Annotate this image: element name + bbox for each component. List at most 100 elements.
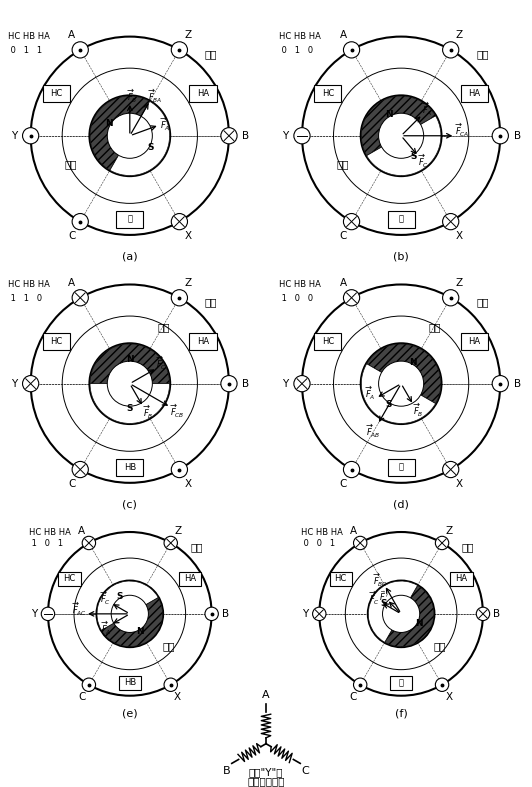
Text: 定子: 定子	[476, 297, 488, 308]
Text: 定子: 定子	[205, 297, 217, 308]
Circle shape	[107, 113, 152, 158]
Wedge shape	[361, 364, 436, 423]
Text: 0   1   1: 0 1 1	[8, 46, 42, 54]
Text: (e): (e)	[122, 708, 138, 719]
Text: $\overrightarrow{F}_{A}$: $\overrightarrow{F}_{A}$	[365, 386, 376, 402]
FancyBboxPatch shape	[461, 333, 488, 350]
Circle shape	[361, 343, 442, 424]
Text: N: N	[126, 355, 134, 364]
Wedge shape	[102, 597, 163, 647]
Text: $\overrightarrow{F}_{B}$: $\overrightarrow{F}_{B}$	[413, 402, 423, 419]
Text: HC: HC	[322, 337, 334, 346]
Circle shape	[221, 127, 237, 144]
Text: (b): (b)	[393, 251, 409, 261]
Text: N: N	[136, 626, 144, 636]
Circle shape	[171, 461, 187, 478]
Text: 绕组连接方式: 绕组连接方式	[247, 776, 285, 786]
Text: A: A	[68, 30, 76, 40]
Circle shape	[443, 461, 459, 478]
Text: Y: Y	[302, 609, 309, 619]
Text: Y: Y	[31, 609, 37, 619]
Circle shape	[294, 375, 310, 392]
Circle shape	[443, 42, 459, 58]
Text: HC: HC	[63, 575, 76, 583]
Circle shape	[82, 536, 96, 549]
Text: HC: HC	[335, 575, 347, 583]
Wedge shape	[110, 102, 170, 176]
Text: HB: HB	[123, 463, 136, 471]
Circle shape	[72, 461, 88, 478]
Text: (d): (d)	[393, 499, 409, 509]
Circle shape	[353, 678, 367, 692]
Circle shape	[111, 595, 148, 633]
Text: $\overrightarrow{F}_{CB}$: $\overrightarrow{F}_{CB}$	[170, 403, 185, 420]
Text: A: A	[339, 30, 347, 40]
Text: Z: Z	[445, 526, 453, 536]
Circle shape	[379, 361, 423, 406]
Circle shape	[171, 213, 187, 230]
Text: HC: HC	[51, 89, 63, 98]
Text: Z: Z	[184, 30, 192, 40]
Text: HA: HA	[468, 337, 480, 346]
Text: 定子: 定子	[462, 542, 475, 552]
Text: $\overrightarrow{F}_{A}$: $\overrightarrow{F}_{A}$	[422, 102, 433, 118]
Text: 转子: 转子	[429, 323, 441, 332]
Text: 里: 里	[127, 215, 132, 224]
Text: HC HB HA: HC HB HA	[279, 32, 321, 41]
Text: X: X	[455, 479, 463, 490]
Circle shape	[361, 95, 442, 176]
Circle shape	[72, 290, 88, 306]
Text: (c): (c)	[122, 499, 137, 509]
Text: 转子: 转子	[157, 323, 170, 332]
Text: HA: HA	[197, 89, 209, 98]
Circle shape	[89, 343, 170, 424]
Text: HC HB HA: HC HB HA	[279, 280, 321, 289]
Wedge shape	[90, 96, 149, 170]
Text: $\overrightarrow{F}_{C}$: $\overrightarrow{F}_{C}$	[418, 153, 428, 169]
Circle shape	[96, 580, 163, 648]
Circle shape	[435, 678, 449, 692]
Wedge shape	[367, 116, 441, 176]
Text: C: C	[68, 479, 76, 490]
Circle shape	[313, 607, 326, 621]
Text: 转子: 转子	[163, 641, 175, 652]
Text: $\overrightarrow{F}_{AB}$: $\overrightarrow{F}_{AB}$	[365, 423, 380, 440]
Circle shape	[492, 127, 509, 144]
Circle shape	[72, 42, 88, 58]
Text: C: C	[339, 231, 347, 242]
Text: Z: Z	[184, 278, 192, 288]
Text: (f): (f)	[395, 708, 408, 719]
Text: S: S	[117, 592, 123, 601]
Text: X: X	[184, 479, 192, 490]
Text: Z: Z	[455, 278, 463, 288]
Text: $\overrightarrow{F}_{A}$: $\overrightarrow{F}_{A}$	[101, 620, 111, 637]
Text: 1   0   1: 1 0 1	[29, 538, 63, 548]
Text: B: B	[242, 131, 250, 141]
Circle shape	[344, 42, 360, 58]
Text: HC: HC	[322, 89, 334, 98]
Text: 定子: 定子	[190, 542, 203, 552]
Text: HA: HA	[468, 89, 480, 98]
Circle shape	[435, 536, 449, 549]
Circle shape	[379, 113, 423, 158]
Text: X: X	[455, 231, 463, 242]
Text: 定子: 定子	[476, 50, 488, 60]
Text: 转子: 转子	[434, 641, 446, 652]
FancyBboxPatch shape	[189, 85, 217, 102]
Circle shape	[443, 213, 459, 230]
Text: HC HB HA: HC HB HA	[8, 32, 50, 41]
Circle shape	[41, 607, 55, 621]
Text: N: N	[410, 358, 417, 367]
Circle shape	[164, 678, 178, 692]
Text: C: C	[302, 767, 309, 776]
Circle shape	[379, 361, 423, 406]
Text: HA: HA	[455, 575, 468, 583]
Text: $\overrightarrow{F}_{B}$: $\overrightarrow{F}_{B}$	[127, 88, 137, 105]
Text: Y: Y	[11, 379, 17, 389]
Text: HC HB HA: HC HB HA	[29, 527, 71, 537]
Text: 0   0   1: 0 0 1	[301, 538, 335, 548]
Circle shape	[22, 375, 39, 392]
Wedge shape	[90, 384, 170, 423]
FancyBboxPatch shape	[329, 572, 352, 586]
Text: B: B	[223, 767, 230, 776]
